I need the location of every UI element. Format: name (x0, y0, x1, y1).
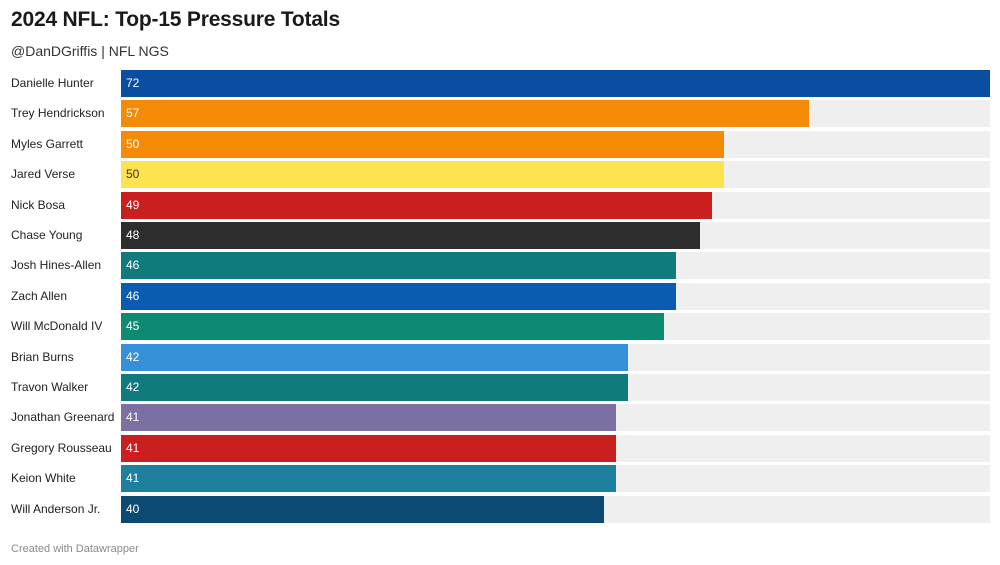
bar-value-label: 57 (126, 106, 140, 121)
bar-row: Will Anderson Jr. 40 (0, 495, 1000, 523)
bar-row: Chase Young 48 (0, 222, 1000, 249)
bar-value-label: 45 (126, 319, 140, 334)
bar-track: 42 (121, 343, 990, 371)
bar-track: 41 (121, 465, 990, 493)
bar-track: 49 (121, 191, 990, 219)
bar: 42 (121, 343, 628, 371)
bar: 48 (121, 222, 701, 249)
bar-value-label: 49 (126, 197, 140, 212)
chart-title: 2024 NFL: Top-15 Pressure Totals (11, 8, 340, 31)
player-label: Zach Allen (11, 288, 68, 303)
bar-value-label: 42 (126, 380, 140, 394)
player-label: Josh Hines-Allen (11, 258, 102, 273)
player-label: Keion White (11, 471, 76, 486)
bar-track: 46 (121, 282, 990, 310)
bar-row: Will McDonald IV 45 (0, 313, 1000, 341)
bar-value-label: 42 (126, 349, 140, 364)
bar-row: Danielle Hunter 72 (0, 70, 1000, 97)
bar-row: Jonathan Greenard 41 (0, 404, 1000, 432)
bar-value-label: 40 (126, 501, 140, 516)
bar-value-label: 50 (126, 167, 140, 182)
bar: 45 (121, 313, 665, 341)
bar-track: 46 (121, 252, 990, 280)
player-label: Danielle Hunter (11, 76, 94, 90)
bar-chart: Danielle Hunter 72 Trey Hendrickson 57 Myles… (0, 70, 1000, 525)
bar-row: Josh Hines-Allen 46 (0, 252, 1000, 280)
bar-row: Gregory Rousseau 41 (0, 434, 1000, 462)
player-label: Jared Verse (11, 167, 76, 182)
bar-track: 41 (121, 434, 990, 462)
bar-value-label: 41 (126, 471, 140, 486)
player-label: Will McDonald IV (11, 319, 103, 334)
chart-subtitle: @DanDGriffis | NFL NGS (11, 43, 169, 59)
bar-row: Jared Verse 50 (0, 161, 1000, 189)
bar: 46 (121, 282, 677, 310)
bar-track: 48 (121, 222, 990, 249)
player-label: Myles Garrett (11, 136, 84, 151)
bar-value-label: 41 (126, 410, 140, 425)
bar: 72 (121, 70, 990, 97)
player-label: Nick Bosa (11, 197, 66, 212)
bar: 46 (121, 252, 677, 280)
bar-track: 72 (121, 70, 990, 97)
bar-value-label: 48 (126, 228, 140, 242)
bar: 42 (121, 374, 628, 401)
bar-track: 50 (121, 130, 990, 158)
player-label: Will Anderson Jr. (11, 501, 101, 516)
bar-track: 45 (121, 313, 990, 341)
player-label: Chase Young (11, 228, 83, 242)
bar: 50 (121, 130, 725, 158)
bar: 41 (121, 465, 616, 493)
bar-track: 57 (121, 100, 990, 128)
bar-row: Keion White 41 (0, 465, 1000, 493)
bar-row: Brian Burns 42 (0, 343, 1000, 371)
player-label: Jonathan Greenard (11, 410, 115, 425)
bar-row: Zach Allen 46 (0, 282, 1000, 310)
bar-value-label: 46 (126, 288, 140, 303)
bar: 49 (121, 191, 713, 219)
player-label: Gregory Rousseau (11, 440, 112, 455)
bar: 41 (121, 404, 616, 432)
player-label: Travon Walker (11, 380, 89, 394)
footer-credit[interactable]: Created with Datawrapper (11, 543, 139, 555)
bar-track: 50 (121, 161, 990, 189)
bar: 41 (121, 434, 616, 462)
bar-row: Trey Hendrickson 57 (0, 100, 1000, 128)
bar: 57 (121, 100, 809, 128)
bar-track: 41 (121, 404, 990, 432)
bar-track: 40 (121, 495, 990, 523)
bar-row: Nick Bosa 49 (0, 191, 1000, 219)
player-label: Trey Hendrickson (11, 106, 105, 121)
player-label: Brian Burns (11, 349, 74, 364)
bar-value-label: 46 (126, 258, 140, 273)
bar-value-label: 50 (126, 136, 140, 151)
bar-track: 42 (121, 374, 990, 401)
bar-row: Myles Garrett 50 (0, 130, 1000, 158)
bar-row: Travon Walker 42 (0, 374, 1000, 401)
bar: 40 (121, 495, 604, 523)
bar-value-label: 72 (126, 76, 140, 90)
bar-value-label: 41 (126, 440, 140, 455)
bar: 50 (121, 161, 725, 189)
